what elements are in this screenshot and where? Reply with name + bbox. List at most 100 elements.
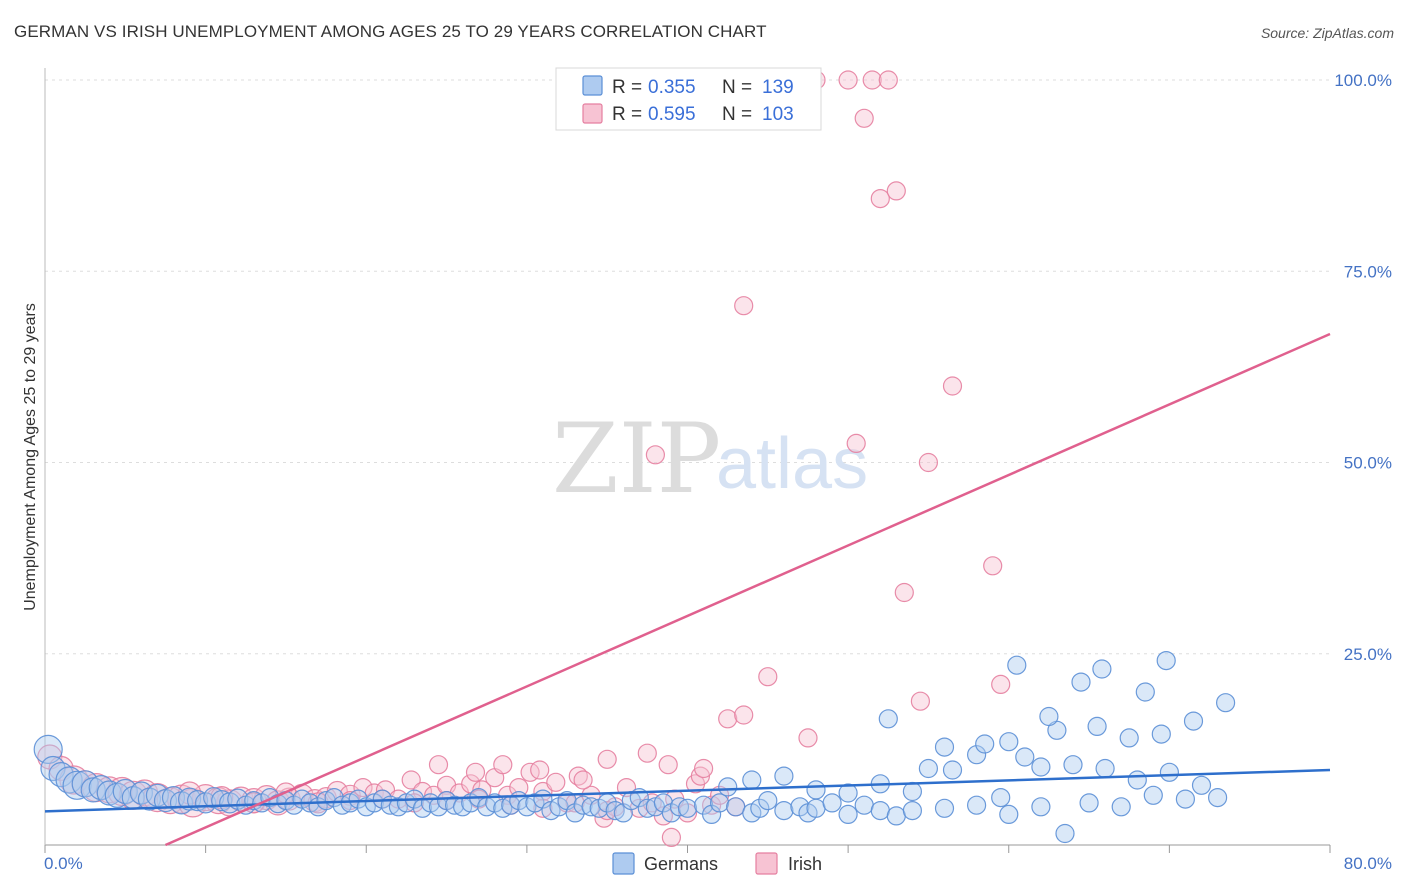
irish-point <box>693 758 714 779</box>
irish-point <box>637 743 657 763</box>
legend-irish-r-value: 0.595 <box>648 104 696 125</box>
german-point <box>838 804 858 825</box>
bottom-legend-irish-swatch <box>755 852 778 875</box>
german-point <box>742 770 762 790</box>
legend-german-n-value: 139 <box>762 77 794 98</box>
german-point <box>774 766 794 786</box>
german-point <box>1087 716 1107 737</box>
irish-point <box>734 296 754 316</box>
german-point <box>942 760 963 780</box>
german-point <box>878 709 898 729</box>
german-point <box>1063 755 1083 775</box>
german-point <box>934 737 955 757</box>
german-point <box>669 797 690 817</box>
bottom-legend-german-label: Germans <box>644 854 718 874</box>
irish-point <box>401 770 421 790</box>
german-point <box>934 798 955 818</box>
german-point <box>991 787 1011 808</box>
german-point <box>178 787 202 811</box>
grid-lines <box>45 79 1330 655</box>
german-point <box>348 789 368 809</box>
german-point <box>709 793 730 813</box>
irish-point <box>991 674 1011 695</box>
german-point <box>1127 770 1147 790</box>
german-point <box>1007 655 1027 675</box>
y-tick-label-75: 75.0% <box>1344 262 1392 281</box>
german-point <box>605 800 625 821</box>
irish-point <box>645 445 666 465</box>
x-minor-ticks <box>44 845 1331 853</box>
x-tick-label-max: 80.0% <box>1344 854 1392 873</box>
irish-point <box>758 667 778 687</box>
german-point <box>854 795 874 815</box>
legend-irish-swatch <box>582 103 603 124</box>
german-point <box>1015 747 1035 767</box>
irish-point <box>428 755 449 775</box>
german-point <box>1191 775 1212 795</box>
german-point <box>1156 650 1176 671</box>
x-tick-label-min: 0.0% <box>44 854 83 873</box>
german-point <box>581 797 601 817</box>
german-point <box>677 798 698 818</box>
german-point <box>653 793 674 813</box>
watermark-atlas: atlas <box>716 424 868 504</box>
german-point <box>573 795 593 815</box>
german-point <box>1207 787 1228 808</box>
bottom-legend: Germans Irish <box>612 852 822 875</box>
irish-point <box>798 728 818 748</box>
german-point <box>445 795 465 815</box>
y-tick-label-25: 25.0% <box>1344 645 1392 664</box>
german-point <box>1119 728 1139 748</box>
german-point <box>1215 693 1236 713</box>
irish-point <box>573 770 593 790</box>
german-point <box>1055 823 1075 844</box>
german-point <box>774 800 794 821</box>
irish-point <box>870 189 890 209</box>
irish-point <box>546 772 566 792</box>
german-point <box>975 734 995 754</box>
german-point <box>1175 789 1196 809</box>
chart-title: GERMAN VS IRISH UNEMPLOYMENT AMONG AGES … <box>14 22 767 41</box>
watermark-zip: ZIP <box>552 403 721 515</box>
german-point <box>886 806 906 826</box>
german-point <box>1095 758 1115 779</box>
watermark: ZIP atlas <box>552 403 868 515</box>
german-point <box>999 732 1019 752</box>
legend-german-r-label: R = <box>612 77 642 98</box>
irish-point <box>530 760 550 780</box>
irish-trendline <box>164 332 1331 847</box>
irish-point <box>910 691 931 711</box>
german-point <box>918 758 939 779</box>
german-point <box>71 770 99 798</box>
german-point <box>1159 762 1180 782</box>
german-point <box>203 786 225 809</box>
german-point <box>62 770 92 800</box>
irish-point <box>59 765 89 795</box>
legend-german-n-label: N = <box>722 77 752 98</box>
bottom-legend-german-swatch <box>612 852 635 875</box>
x-tick-labels: 0.0% 80.0% <box>44 854 1392 873</box>
german-point <box>1071 672 1091 692</box>
german-point <box>48 761 74 788</box>
german-point <box>822 793 842 813</box>
irish-point <box>894 582 914 603</box>
legend-german-swatch <box>582 75 603 96</box>
y-axis-label: Unemployment Among Ages 25 to 29 years <box>22 303 39 611</box>
irish-point <box>878 70 898 90</box>
german-point <box>870 800 890 821</box>
german-point <box>966 745 987 765</box>
german-point <box>758 790 778 811</box>
irish-point <box>718 709 738 729</box>
irish-point <box>658 755 678 775</box>
german-point <box>1039 706 1059 727</box>
german-point <box>1092 659 1112 679</box>
irish-point <box>918 452 939 473</box>
legend-irish-n-value: 103 <box>762 104 794 125</box>
legend-irish-r-label: R = <box>612 104 642 125</box>
german-point <box>701 804 722 825</box>
german-point <box>806 780 826 800</box>
german-point <box>718 777 738 797</box>
irish-point <box>597 800 617 821</box>
german-point <box>902 781 923 802</box>
